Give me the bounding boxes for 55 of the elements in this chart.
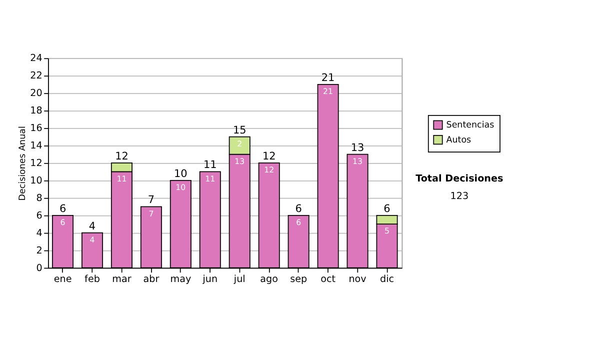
total-label: 7 — [148, 194, 155, 206]
total-label: 6 — [59, 202, 66, 215]
y-tick-label: 14 — [30, 140, 42, 152]
y-tick-label: 18 — [30, 106, 42, 117]
y-tick-label: 6 — [36, 210, 42, 222]
y-tick-label: 12 — [30, 158, 42, 170]
data-label: 7 — [148, 209, 154, 218]
data-label: 11 — [116, 174, 127, 184]
total-label: 15 — [232, 124, 246, 136]
x-tick-label: jul — [232, 274, 246, 286]
text: 123 — [450, 190, 469, 202]
legend-label: Autos — [446, 135, 472, 146]
total-label: 12 — [115, 150, 128, 162]
total-label: 6 — [295, 202, 302, 215]
data-label: 11 — [205, 174, 216, 184]
data-label: 21 — [323, 86, 334, 96]
x-tick-label: may — [170, 274, 192, 286]
data-label: 6 — [60, 218, 66, 227]
y-tick-label: 10 — [30, 176, 42, 187]
x-tick-label: jun — [202, 274, 218, 286]
legend-label: Sentencias — [446, 120, 495, 131]
total-label: 21 — [321, 72, 335, 84]
y-tick-label: 4 — [36, 228, 42, 239]
total-label: 11 — [203, 159, 217, 172]
x-tick-label: ene — [54, 274, 72, 286]
total-label: 13 — [350, 142, 364, 154]
data-label: 6 — [296, 218, 302, 227]
data-label: 13 — [234, 156, 245, 166]
x-tick-label: ago — [260, 274, 278, 286]
y-axis-title: Decisiones Anual — [18, 126, 28, 201]
x-tick-label: dic — [380, 274, 394, 286]
x-tick-label: oct — [320, 274, 336, 286]
data-label: 12 — [264, 166, 274, 175]
total-label: 6 — [384, 202, 390, 215]
x-tick-label: mar — [112, 274, 132, 286]
x-tick-label: feb — [84, 274, 100, 286]
total-label: 4 — [88, 220, 96, 232]
y-tick-label: 16 — [30, 123, 42, 134]
x-tick-label: nov — [348, 274, 367, 286]
data-label: 4 — [90, 235, 95, 244]
x-tick-label: sep — [290, 274, 308, 286]
y-tick-label: 22 — [30, 70, 42, 82]
y-tick-label: 0 — [36, 262, 42, 274]
y-tick-label: 24 — [30, 53, 42, 64]
total-label: 12 — [262, 150, 276, 162]
total-label: 10 — [174, 168, 188, 180]
y-tick-label: 2 — [36, 245, 42, 256]
data-label: 5 — [384, 226, 390, 236]
data-label: 13 — [352, 156, 363, 166]
text: Total Decisiones — [416, 173, 504, 184]
data-label: 10 — [176, 183, 186, 192]
data-label: 2 — [237, 139, 242, 148]
y-tick-label: 20 — [30, 88, 42, 100]
x-tick-label: abr — [143, 274, 160, 286]
y-tick-label: 8 — [36, 192, 42, 204]
